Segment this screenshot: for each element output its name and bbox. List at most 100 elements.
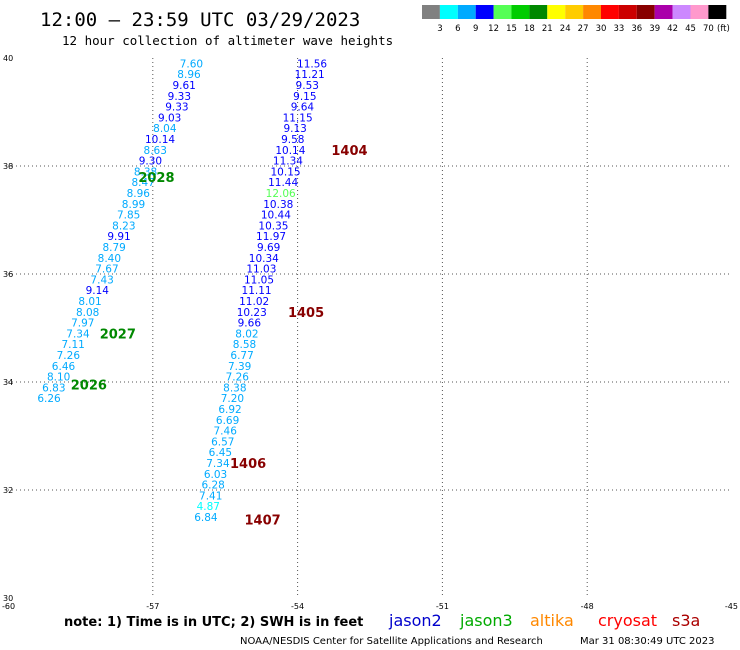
- colorbar-swatch: [511, 5, 530, 19]
- colorbar-label: 18: [524, 24, 535, 34]
- pass-number-label: 1407: [245, 514, 281, 529]
- colorbar-swatch: [636, 5, 655, 19]
- wave-height-value: 7.34: [66, 328, 90, 340]
- wave-height-value: 8.40: [98, 253, 121, 265]
- wave-height-value: 6.46: [52, 361, 76, 373]
- wave-height-value: 6.92: [218, 404, 241, 416]
- colorbar-swatch: [547, 5, 566, 19]
- satellite-legend-cryosat: cryosat: [598, 611, 657, 630]
- wave-height-value: 6.69: [216, 415, 239, 427]
- chart-title: 12:00 — 23:59 UTC 03/29/2023: [40, 9, 360, 31]
- y-tick-label: 38: [3, 162, 13, 171]
- y-tick-label: 40: [3, 54, 13, 63]
- wave-height-value: 7.41: [199, 490, 222, 502]
- wave-height-value: 7.26: [57, 350, 81, 362]
- wave-height-value: 8.58: [233, 339, 256, 351]
- wave-height-value: 9.33: [165, 102, 188, 114]
- satellite-legend-altika: altika: [530, 611, 574, 630]
- y-tick-label: 36: [3, 270, 13, 279]
- wave-height-value: 9.14: [86, 285, 110, 297]
- colorbar-swatch: [690, 5, 709, 19]
- chart-subtitle: 12 hour collection of altimeter wave hei…: [62, 33, 393, 48]
- wave-height-value: 7.26: [226, 372, 250, 384]
- wave-height-value: 6.03: [204, 469, 227, 481]
- colorbar-label: 9: [473, 24, 478, 34]
- footer-note: note: 1) Time is in UTC; 2) SWH is in fe…: [64, 615, 363, 630]
- wave-height-value: 11.03: [246, 264, 276, 276]
- wave-height-value: 8.01: [78, 296, 101, 308]
- wave-height-value: 11.56: [297, 58, 327, 70]
- wave-height-value: 9.03: [158, 112, 181, 124]
- colorbar-label: 21: [542, 24, 553, 34]
- wave-height-value: 9.15: [293, 91, 316, 103]
- pass-labels: 2028 2027 2026 1404 1405 1406 1407: [71, 144, 368, 529]
- wave-height-value: 7.67: [95, 264, 118, 276]
- colorbar-swatch: [565, 5, 584, 19]
- y-tick-label: 32: [3, 486, 13, 495]
- colorbar-label: 24: [560, 24, 571, 34]
- wave-height-value: 8.99: [122, 199, 145, 211]
- wave-height-value: 7.20: [221, 393, 244, 405]
- wave-height-value: 6.26: [37, 393, 61, 405]
- wave-height-value: 9.13: [283, 123, 306, 135]
- wave-height-value: 7.11: [61, 339, 84, 351]
- wave-height-value: 7.39: [228, 361, 251, 373]
- pass-number-label: 1406: [230, 457, 266, 472]
- plot-grid: [8, 58, 732, 598]
- colorbar-swatch: [422, 5, 440, 19]
- wave-height-value: 7.97: [71, 318, 94, 330]
- satellite-legend: jason2 jason3 altika cryosat s3a: [388, 611, 700, 630]
- satellite-legend-s3a: s3a: [672, 611, 700, 630]
- colorbar-label: 6: [455, 24, 460, 34]
- colorbar-swatch: [654, 5, 673, 19]
- x-tick-label: -51: [436, 602, 449, 611]
- wave-height-value: 9.33: [168, 91, 191, 103]
- colorbar-label: 12: [488, 24, 499, 34]
- wave-height-value: 7.85: [117, 210, 140, 222]
- wave-height-value: 11.05: [244, 274, 274, 286]
- wave-height-value: 9.91: [107, 231, 130, 243]
- wave-height-value: 10.34: [249, 253, 279, 265]
- wave-height-value: 10.44: [261, 210, 291, 222]
- wave-height-value: 6.77: [230, 350, 253, 362]
- wave-height-value: 10.15: [271, 166, 301, 178]
- wave-height-value: 6.28: [201, 480, 224, 492]
- pass-number-label: 2026: [71, 379, 107, 394]
- pass-number-label: 2028: [138, 171, 174, 186]
- wave-height-value: 7.34: [206, 458, 230, 470]
- colorbar-swatch: [439, 5, 458, 19]
- wave-height-value: 11.97: [256, 231, 286, 243]
- colorbar-swatch: [475, 5, 494, 19]
- footer-timestamp: Mar 31 08:30:49 UTC 2023: [580, 636, 715, 647]
- wave-height-value: 6.84: [194, 512, 218, 524]
- wave-height-value: 8.38: [223, 382, 246, 394]
- footer-credit: NOAA/NESDIS Center for Satellite Applica…: [240, 636, 543, 647]
- colorbar-label: 30: [596, 24, 607, 34]
- wave-height-value: 8.23: [112, 220, 135, 232]
- colorbar-label: 36: [631, 24, 642, 34]
- wave-height-value: 9.69: [257, 242, 280, 254]
- wave-height-value: 9.66: [238, 318, 262, 330]
- wave-height-value: 6.83: [42, 382, 65, 394]
- wave-height-value: 10.14: [275, 145, 305, 157]
- wave-height-value: 4.87: [197, 501, 220, 513]
- wave-height-value: 8.63: [144, 145, 167, 157]
- satellite-legend-jason3: jason3: [459, 611, 513, 630]
- wave-height-value: 8.47: [131, 177, 154, 189]
- wave-height-value: 10.23: [237, 307, 267, 319]
- wave-height-value: 8.04: [153, 123, 177, 135]
- wave-height-value: 9.30: [139, 156, 162, 168]
- wave-height-value: 8.96: [177, 69, 201, 81]
- colorbar-label: 33: [613, 24, 624, 34]
- wave-height-value: 12.06: [266, 188, 296, 200]
- wave-height-value: 11.34: [273, 156, 303, 168]
- colorbar-swatch: [457, 5, 476, 19]
- wave-height-value: 10.35: [258, 220, 288, 232]
- wave-height-value: 8.79: [102, 242, 125, 254]
- wave-height-value: 8.96: [127, 188, 151, 200]
- wave-height-value: 11.44: [268, 177, 298, 189]
- colorbar-label: 3: [437, 24, 442, 34]
- colorbar-swatch: [708, 5, 727, 19]
- colorbar-label: 45: [685, 24, 696, 34]
- satellite-legend-jason2: jason2: [388, 611, 442, 630]
